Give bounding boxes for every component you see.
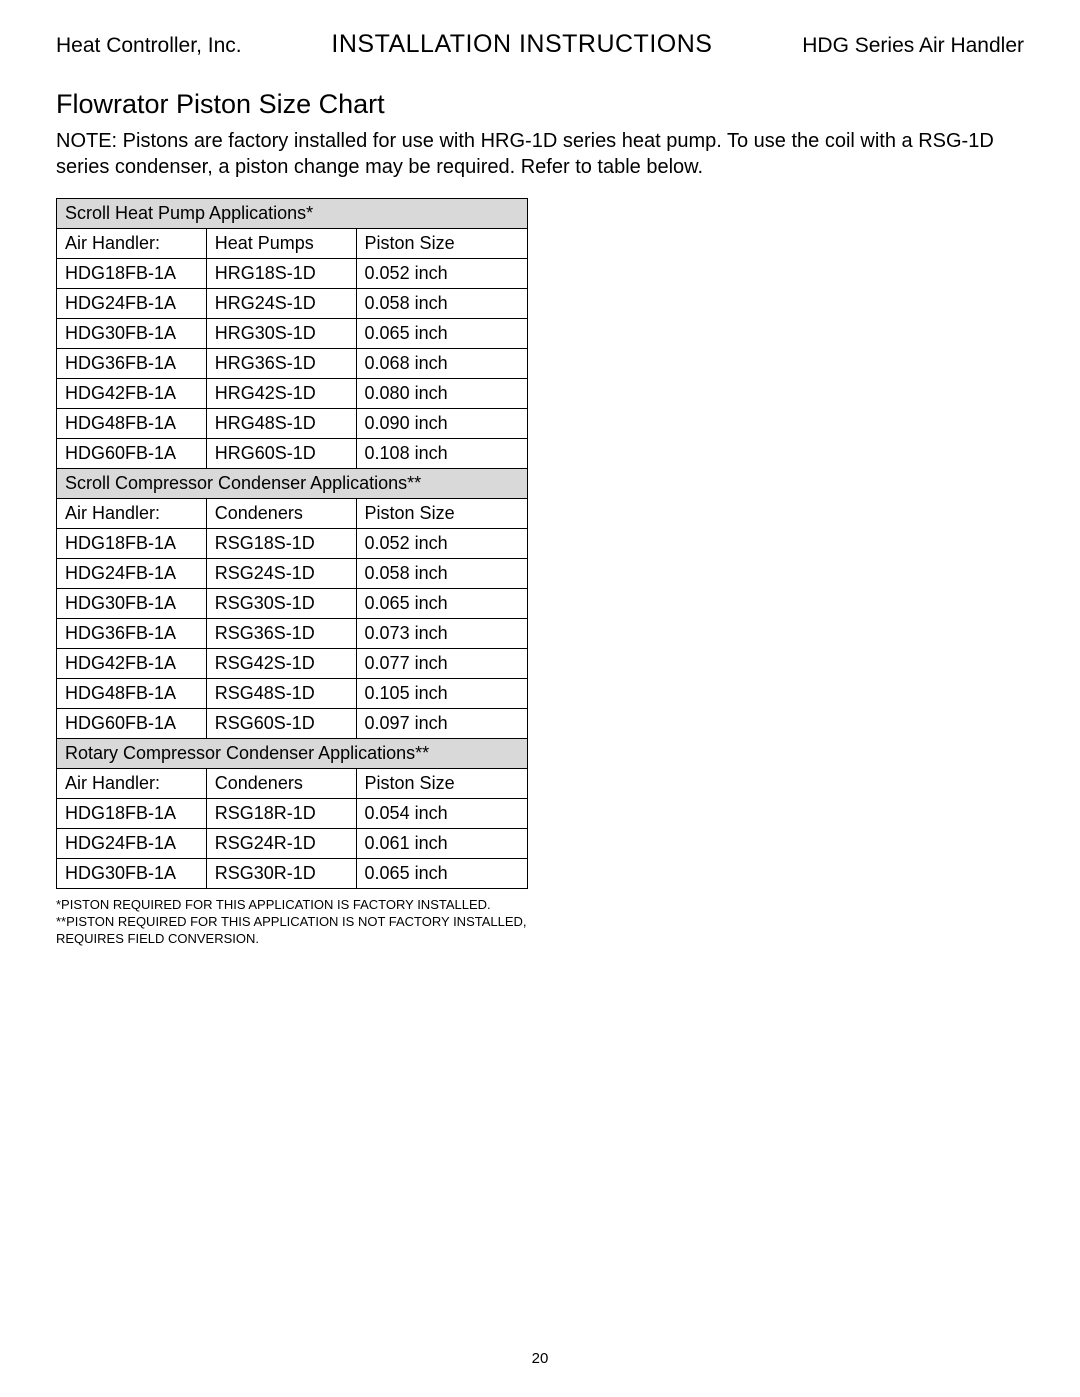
table-cell: RSG24S-1D xyxy=(206,559,356,589)
page-number: 20 xyxy=(0,1350,1080,1367)
table-cell: 0.090 inch xyxy=(356,409,527,439)
table-cell: 0.077 inch xyxy=(356,649,527,679)
footnote-line: **PISTON REQUIRED FOR THIS APPLICATION I… xyxy=(56,914,596,948)
page-header: Heat Controller, Inc. INSTALLATION INSTR… xyxy=(56,30,1024,59)
table-cell: 0.052 inch xyxy=(356,259,527,289)
table-cell: RSG18S-1D xyxy=(206,529,356,559)
table-section-header: Scroll Heat Pump Applications* xyxy=(57,199,528,229)
table-cell: HDG18FB-1A xyxy=(57,259,207,289)
table-cell: RSG30R-1D xyxy=(206,859,356,889)
table-cell: HRG24S-1D xyxy=(206,289,356,319)
table-column-header: Piston Size xyxy=(356,499,527,529)
table-cell: HDG24FB-1A xyxy=(57,289,207,319)
table-cell: HRG48S-1D xyxy=(206,409,356,439)
header-center: INSTALLATION INSTRUCTIONS xyxy=(331,30,712,59)
table-cell: HDG60FB-1A xyxy=(57,439,207,469)
table-cell: RSG42S-1D xyxy=(206,649,356,679)
table-column-header: Piston Size xyxy=(356,769,527,799)
table-column-header: Condeners xyxy=(206,499,356,529)
table-row: HDG24FB-1AHRG24S-1D0.058 inch xyxy=(57,289,528,319)
table-cell: HRG42S-1D xyxy=(206,379,356,409)
table-cell: HDG24FB-1A xyxy=(57,829,207,859)
table-cell: 0.105 inch xyxy=(356,679,527,709)
table-column-header: Heat Pumps xyxy=(206,229,356,259)
footnote-line: *PISTON REQUIRED FOR THIS APPLICATION IS… xyxy=(56,897,596,914)
table-cell: 0.080 inch xyxy=(356,379,527,409)
table-cell: HDG24FB-1A xyxy=(57,559,207,589)
table-cell: 0.065 inch xyxy=(356,319,527,349)
table-cell: HDG48FB-1A xyxy=(57,409,207,439)
table-cell: HRG18S-1D xyxy=(206,259,356,289)
table-cell: HDG30FB-1A xyxy=(57,589,207,619)
table-row: HDG30FB-1ARSG30S-1D0.065 inch xyxy=(57,589,528,619)
note-text: NOTE: Pistons are factory installed for … xyxy=(56,128,1016,180)
table-column-header: Air Handler: xyxy=(57,229,207,259)
table-cell: 0.052 inch xyxy=(356,529,527,559)
table-cell: 0.108 inch xyxy=(356,439,527,469)
table-column-header: Air Handler: xyxy=(57,499,207,529)
table-row: HDG48FB-1ARSG48S-1D0.105 inch xyxy=(57,679,528,709)
table-cell: HDG42FB-1A xyxy=(57,649,207,679)
footnotes: *PISTON REQUIRED FOR THIS APPLICATION IS… xyxy=(56,897,596,948)
table-cell: RSG18R-1D xyxy=(206,799,356,829)
table-cell: HRG36S-1D xyxy=(206,349,356,379)
table-row: HDG36FB-1AHRG36S-1D0.068 inch xyxy=(57,349,528,379)
table-cell: 0.054 inch xyxy=(356,799,527,829)
table-cell: 0.061 inch xyxy=(356,829,527,859)
table-row: HDG30FB-1AHRG30S-1D0.065 inch xyxy=(57,319,528,349)
table-column-header: Piston Size xyxy=(356,229,527,259)
table-row: HDG18FB-1ARSG18R-1D0.054 inch xyxy=(57,799,528,829)
table-cell: HRG60S-1D xyxy=(206,439,356,469)
table-cell: RSG48S-1D xyxy=(206,679,356,709)
header-left: Heat Controller, Inc. xyxy=(56,34,242,58)
table-row: HDG48FB-1AHRG48S-1D0.090 inch xyxy=(57,409,528,439)
section-title: Flowrator Piston Size Chart xyxy=(56,89,1024,120)
table-cell: HDG36FB-1A xyxy=(57,619,207,649)
table-cell: 0.097 inch xyxy=(356,709,527,739)
table-cell: 0.073 inch xyxy=(356,619,527,649)
table-cell: HDG48FB-1A xyxy=(57,679,207,709)
table-row: HDG60FB-1AHRG60S-1D0.108 inch xyxy=(57,439,528,469)
table-row: HDG36FB-1ARSG36S-1D0.073 inch xyxy=(57,619,528,649)
table-column-header: Condeners xyxy=(206,769,356,799)
table-cell: RSG24R-1D xyxy=(206,829,356,859)
table-cell: 0.058 inch xyxy=(356,559,527,589)
table-row: HDG30FB-1ARSG30R-1D0.065 inch xyxy=(57,859,528,889)
table-section-header: Scroll Compressor Condenser Applications… xyxy=(57,469,528,499)
table-row: HDG60FB-1ARSG60S-1D0.097 inch xyxy=(57,709,528,739)
table-cell: HDG36FB-1A xyxy=(57,349,207,379)
table-cell: 0.058 inch xyxy=(356,289,527,319)
table-cell: 0.068 inch xyxy=(356,349,527,379)
table-row: HDG24FB-1ARSG24R-1D0.061 inch xyxy=(57,829,528,859)
table-cell: HDG30FB-1A xyxy=(57,859,207,889)
table-cell: HDG60FB-1A xyxy=(57,709,207,739)
table-row: HDG18FB-1ARSG18S-1D0.052 inch xyxy=(57,529,528,559)
table-cell: HRG30S-1D xyxy=(206,319,356,349)
table-cell: HDG30FB-1A xyxy=(57,319,207,349)
table-row: HDG24FB-1ARSG24S-1D0.058 inch xyxy=(57,559,528,589)
table-cell: HDG18FB-1A xyxy=(57,799,207,829)
header-right: HDG Series Air Handler xyxy=(802,34,1024,58)
table-cell: RSG30S-1D xyxy=(206,589,356,619)
table-column-header: Air Handler: xyxy=(57,769,207,799)
table-cell: 0.065 inch xyxy=(356,859,527,889)
piston-size-table: Scroll Heat Pump Applications*Air Handle… xyxy=(56,198,528,889)
table-cell: RSG36S-1D xyxy=(206,619,356,649)
page: Heat Controller, Inc. INSTALLATION INSTR… xyxy=(0,0,1080,1397)
table-row: HDG42FB-1ARSG42S-1D0.077 inch xyxy=(57,649,528,679)
table-cell: 0.065 inch xyxy=(356,589,527,619)
table-row: HDG18FB-1AHRG18S-1D0.052 inch xyxy=(57,259,528,289)
table-section-header: Rotary Compressor Condenser Applications… xyxy=(57,739,528,769)
table-cell: HDG18FB-1A xyxy=(57,529,207,559)
table-cell: HDG42FB-1A xyxy=(57,379,207,409)
table-row: HDG42FB-1AHRG42S-1D0.080 inch xyxy=(57,379,528,409)
table-body: Scroll Heat Pump Applications*Air Handle… xyxy=(57,199,528,889)
table-cell: RSG60S-1D xyxy=(206,709,356,739)
